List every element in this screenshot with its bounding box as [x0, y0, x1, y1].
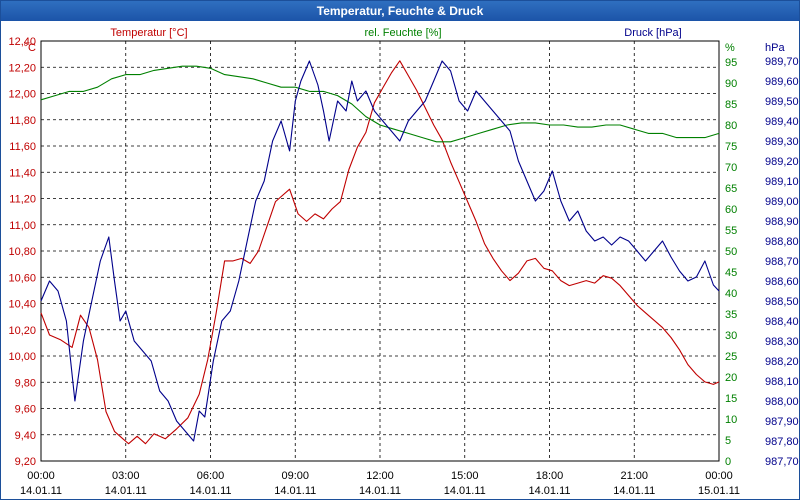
x-tick-label: 00:00: [705, 470, 733, 482]
right1-tick-label: 10: [725, 414, 737, 426]
right1-tick-label: 45: [725, 267, 737, 279]
left-tick-label: 12,20: [8, 62, 36, 74]
right1-tick-label: 95: [725, 57, 737, 69]
x-date-label: 14.01.11: [359, 485, 401, 497]
x-date-label: 14.01.11: [444, 485, 486, 497]
right2-tick-label: 988,00: [765, 396, 799, 408]
right2-tick-label: 989,50: [765, 96, 799, 108]
x-tick-label: 12:00: [366, 470, 394, 482]
right1-tick-label: 15: [725, 393, 737, 405]
left-tick-label: 10,60: [8, 272, 36, 284]
left-tick-label: 11,80: [9, 115, 36, 127]
right1-axis-unit: %: [725, 42, 735, 54]
right2-tick-label: 987,80: [765, 436, 799, 448]
series-line-right1: [40, 65, 720, 143]
right1-tick-label: 0: [725, 456, 731, 468]
x-tick-label: 06:00: [197, 470, 225, 482]
right1-tick-label: 50: [725, 246, 737, 258]
right2-tick-label: 989,20: [765, 156, 799, 168]
right2-tick-label: 989,10: [765, 176, 799, 188]
right2-axis-label: Druck [hPa]: [624, 27, 681, 39]
right2-tick-label: 988,20: [765, 356, 799, 368]
left-tick-label: 11,60: [9, 141, 36, 153]
x-tick-label: 21:00: [620, 470, 648, 482]
series-line-right2: [40, 60, 720, 442]
right1-tick-label: 20: [725, 372, 737, 384]
right1-tick-label: 25: [725, 351, 737, 363]
right1-tick-label: 30: [725, 330, 737, 342]
right2-tick-label: 988,30: [765, 336, 799, 348]
x-tick-label: 00:00: [27, 470, 55, 482]
right2-tick-label: 987,90: [765, 416, 799, 428]
chart-svg: 9,20 9,40 9,60 9,80 10,00 10,20 10,40 10,60 10,8…: [8, 27, 799, 497]
right2-tick-label: 987,70: [765, 456, 799, 468]
right1-tick-label: 65: [725, 183, 737, 195]
right2-tick-label: 989,00: [765, 196, 799, 208]
x-date-label: 14.01.11: [274, 485, 316, 497]
right2-tick-label: 988,70: [765, 256, 799, 268]
right2-tick-label: 988,10: [765, 376, 799, 388]
left-tick-label: 9,60: [15, 404, 36, 416]
right2-axis-unit: hPa: [765, 42, 785, 54]
right2-tick-label: 988,50: [765, 296, 799, 308]
x-date-label: 15.01.11: [698, 485, 740, 497]
right2-tick-label: 988,80: [765, 236, 799, 248]
right1-tick-label: 85: [725, 99, 737, 111]
left-tick-label: 12,40: [8, 36, 36, 48]
right1-tick-label: 90: [725, 78, 737, 90]
right2-tick-label: 989,60: [765, 76, 799, 88]
x-tick-label: 18:00: [536, 470, 564, 482]
right2-tick-label: 989,40: [765, 116, 799, 128]
x-date-label: 14.01.11: [105, 485, 147, 497]
left-tick-label: 10,40: [8, 299, 36, 311]
left-tick-label: 11,00: [9, 220, 36, 232]
left-tick-label: 10,80: [8, 246, 36, 258]
left-axis-unit: °C: [24, 42, 36, 54]
right2-tick-label: 988,90: [765, 216, 799, 228]
right1-tick-label: 35: [725, 309, 737, 321]
left-tick-label: 10,00: [8, 351, 36, 363]
right2-tick-label: 988,40: [765, 316, 799, 328]
right1-tick-label: 75: [725, 141, 737, 153]
right1-axis-label: rel. Feuchte [%]: [364, 27, 441, 39]
right1-tick-label: 80: [725, 120, 737, 132]
left-tick-label: 9,40: [15, 430, 36, 442]
left-tick-label: 9,80: [15, 377, 36, 389]
left-axis-label: Temperatur [°C]: [110, 27, 187, 39]
right2-tick-label: 989,70: [765, 56, 799, 68]
window-title: Temperatur, Feuchte & Druck: [1, 1, 799, 21]
right1-tick-label: 55: [725, 225, 737, 237]
x-tick-label: 03:00: [112, 470, 140, 482]
x-date-label: 14.01.11: [613, 485, 655, 497]
left-tick-label: 12,00: [8, 89, 36, 101]
right1-tick-label: 70: [725, 162, 737, 174]
x-date-label: 14.01.11: [20, 485, 62, 497]
right1-tick-label: 40: [725, 288, 737, 300]
x-tick-label: 15:00: [451, 470, 479, 482]
x-date-label: 14.01.11: [528, 485, 570, 497]
right1-tick-label: 5: [725, 435, 731, 447]
x-date-label: 14.01.11: [189, 485, 231, 497]
left-tick-label: 9,20: [15, 456, 36, 468]
left-tick-label: 11,40: [9, 167, 36, 179]
right1-tick-label: 60: [725, 204, 737, 216]
right2-tick-label: 989,30: [765, 136, 799, 148]
series-line-left: [40, 60, 720, 445]
x-tick-label: 09:00: [281, 470, 309, 482]
right2-tick-label: 988,60: [765, 276, 799, 288]
left-tick-label: 11,20: [9, 194, 36, 206]
left-tick-label: 10,20: [8, 325, 36, 337]
